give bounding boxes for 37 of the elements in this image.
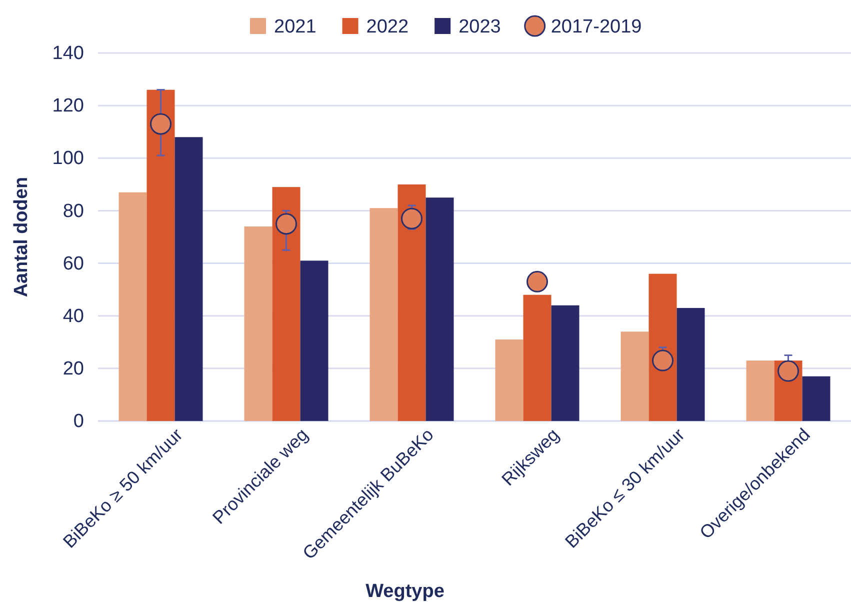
y-tick-label: 100 (52, 148, 84, 170)
y-tick-label: 140 (52, 43, 84, 64)
legend-label: 2021 (274, 16, 316, 38)
bar (648, 274, 677, 421)
x-axis-title: Wegtype (366, 581, 444, 602)
bar (746, 360, 774, 421)
y-tick-label: 80 (62, 200, 84, 222)
bar (300, 260, 328, 421)
bar (620, 332, 649, 421)
bar (551, 305, 580, 421)
bar (495, 340, 524, 421)
y-tick-label: 120 (52, 96, 84, 117)
bar (174, 137, 203, 421)
point (401, 208, 422, 230)
legend-label: 2023 (458, 16, 501, 38)
point (526, 270, 548, 292)
bar (426, 198, 454, 421)
bar (244, 226, 272, 421)
point (778, 360, 799, 382)
bar (676, 308, 705, 421)
y-tick-label: 60 (62, 253, 84, 274)
legend-label: 2017-2019 (550, 16, 642, 38)
point (150, 113, 172, 135)
bar (398, 184, 426, 421)
point (652, 350, 674, 372)
bar (118, 192, 147, 421)
y-tick-label: 40 (62, 306, 84, 327)
bar (146, 90, 175, 421)
bar (523, 294, 552, 421)
legend-label: 2022 (366, 16, 409, 38)
bar (272, 187, 300, 421)
y-tick-label: 20 (62, 358, 84, 380)
y-axis-title: Aantal doden (11, 176, 32, 298)
point (276, 213, 297, 235)
y-tick-label: 0 (73, 411, 84, 432)
bar (802, 376, 830, 421)
bar (370, 208, 398, 421)
